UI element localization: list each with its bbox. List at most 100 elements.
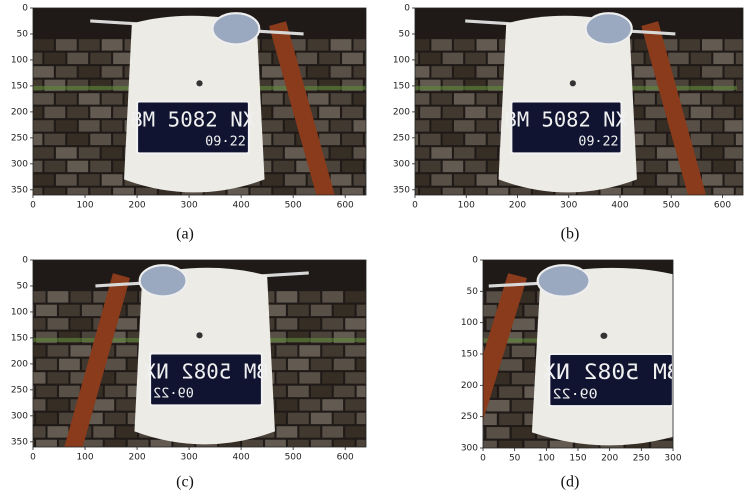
brick <box>345 426 366 438</box>
x-tick-label: 0 <box>412 201 418 211</box>
brick <box>261 66 283 78</box>
brick <box>307 66 329 78</box>
brick <box>727 441 745 452</box>
brick <box>702 386 725 397</box>
brick <box>398 441 421 452</box>
brick <box>307 93 329 105</box>
brick <box>483 413 497 426</box>
brick <box>261 93 283 105</box>
brick <box>356 331 366 344</box>
brick <box>265 304 286 317</box>
brick <box>668 52 689 65</box>
brick <box>690 79 712 92</box>
brick <box>740 346 745 357</box>
brick <box>93 291 115 303</box>
brick <box>420 133 441 146</box>
photo: BM 5082 NX 09·22 <box>385 260 745 452</box>
brick <box>410 427 433 438</box>
brick <box>436 400 459 411</box>
headlight <box>211 12 261 46</box>
brick <box>299 291 321 303</box>
brick <box>356 304 366 317</box>
brick <box>420 52 441 65</box>
brick <box>90 79 112 92</box>
brick <box>431 174 452 186</box>
brick <box>690 106 712 119</box>
plate-date: 09·22 <box>553 387 598 402</box>
x-tick-label: 0 <box>30 453 36 463</box>
brick <box>740 291 745 302</box>
plate-number: BM 5082 NX <box>130 107 256 131</box>
brick <box>78 120 100 132</box>
y-tick-label: 100 <box>461 318 478 328</box>
brick <box>487 52 509 65</box>
emblem <box>196 332 203 339</box>
brick <box>448 359 471 370</box>
brick <box>740 427 745 438</box>
brick <box>36 331 57 344</box>
x-tick-label: 0 <box>30 201 36 211</box>
x-tick-label: 100 <box>458 201 475 211</box>
brick <box>689 400 712 411</box>
brick <box>645 106 667 119</box>
brick <box>33 439 35 447</box>
brick <box>724 120 743 132</box>
brick <box>345 318 366 330</box>
brick <box>2 426 23 437</box>
y-tick-label: 100 <box>11 307 28 317</box>
brick <box>465 160 486 173</box>
emblem <box>569 80 576 87</box>
brick <box>398 414 421 425</box>
plate-date: 09·22 <box>205 134 246 150</box>
brick <box>33 372 46 384</box>
y-tick-label: 300 <box>11 411 28 421</box>
brick <box>265 358 286 371</box>
brick <box>415 66 430 78</box>
brick <box>486 427 510 439</box>
rusty-pole <box>641 21 707 195</box>
x-tick-label: 250 <box>633 454 650 464</box>
brick <box>465 133 486 146</box>
brick <box>483 399 485 412</box>
brick <box>261 174 283 186</box>
brick <box>93 372 115 384</box>
brick <box>656 174 678 186</box>
y-tick-label: 200 <box>393 107 410 117</box>
brick <box>676 359 699 370</box>
brick <box>342 133 363 146</box>
brick <box>423 359 446 370</box>
brick <box>524 304 548 317</box>
brick <box>287 304 309 317</box>
brick <box>33 93 54 105</box>
brick <box>310 358 332 371</box>
brick <box>376 39 397 50</box>
brick <box>55 174 77 186</box>
brick <box>714 346 737 357</box>
headlight <box>138 264 188 298</box>
brick <box>623 187 644 195</box>
brick <box>265 385 286 398</box>
brick <box>67 52 89 65</box>
brick <box>690 133 712 146</box>
brick <box>499 440 523 448</box>
brick <box>333 331 355 344</box>
brick <box>487 133 509 146</box>
brick <box>287 358 309 371</box>
brick <box>67 187 89 195</box>
brick <box>44 187 66 195</box>
y-tick-label: 100 <box>393 55 410 65</box>
brick <box>415 106 419 119</box>
brick <box>81 439 103 447</box>
brick <box>735 160 743 173</box>
brick <box>356 412 366 425</box>
brick <box>385 400 408 411</box>
brick <box>33 187 43 195</box>
brick <box>376 147 397 158</box>
brick <box>740 318 745 329</box>
brick <box>342 187 363 195</box>
brick <box>410 291 433 302</box>
caption: (d) <box>561 474 580 491</box>
brick <box>90 106 112 119</box>
brick <box>465 106 486 119</box>
brick <box>702 305 725 316</box>
